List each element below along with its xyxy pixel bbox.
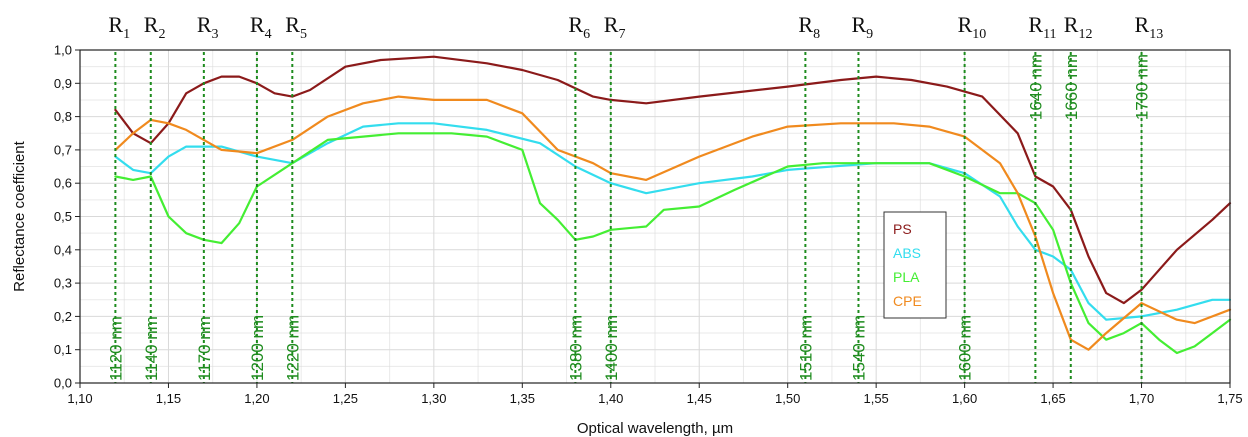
x-tick-label: 1,60 [952, 391, 977, 406]
y-tick-label: 0,0 [54, 376, 72, 391]
marker-r-subscript: 13 [1149, 27, 1163, 42]
y-tick-label: 0,6 [54, 176, 72, 191]
marker-r-subscript: 5 [300, 27, 307, 42]
marker-r-label: R9 [851, 12, 873, 42]
marker-r-subscript: 4 [265, 27, 272, 42]
series-line-ps [114, 55, 1232, 305]
x-tick-label: 1,25 [333, 391, 358, 406]
marker-annotation: 1700 nm [1133, 54, 1152, 120]
marker-r-label: R2 [144, 12, 166, 42]
x-tick-label: 1,65 [1040, 391, 1065, 406]
marker-annotation: 1380 nm [566, 315, 585, 381]
x-axis-title: Optical wavelength, µm [577, 420, 733, 437]
series-lines [114, 55, 1232, 355]
marker-annotation: 1510 nm [796, 315, 815, 381]
x-tick-label: 1,20 [244, 391, 269, 406]
y-tick-label: 0,3 [54, 276, 72, 291]
marker-r-subscript: 1 [123, 27, 130, 42]
marker-annotation: 1600 nm [956, 315, 975, 381]
marker-r-label: R8 [798, 12, 820, 42]
legend-entry-pla: PLA [893, 269, 920, 285]
marker-annotation: 1660 nm [1062, 54, 1081, 120]
marker-annotation: 1120 nm [106, 316, 125, 381]
marker-r-subscript: 3 [212, 27, 219, 42]
marker-r-label: R7 [604, 12, 626, 42]
marker-annotation: 1540 nm [849, 315, 868, 381]
x-tick-label: 1,50 [775, 391, 800, 406]
marker-r-subscript: 9 [866, 27, 873, 42]
marker-r-subscript: 11 [1043, 27, 1056, 42]
marker-r-label: R3 [197, 12, 219, 42]
x-tick-label: 1,40 [598, 391, 623, 406]
marker-r-label: R13 [1135, 12, 1164, 42]
legend-entry-cpe: CPE [893, 293, 922, 309]
legend-entry-ps: PS [893, 221, 912, 237]
marker-r-label: R4 [250, 12, 272, 42]
marker-r-subscript: 6 [583, 27, 590, 42]
y-tick-label: 0,1 [54, 342, 72, 357]
grid [79, 49, 1231, 384]
marker-annotation: 1170 nm [195, 316, 214, 381]
marker-r-subscript: 2 [158, 27, 165, 42]
marker-r-subscript: 7 [618, 27, 625, 42]
y-tick-label: 0,7 [54, 142, 72, 157]
marker-annotation: 1640 nm [1026, 54, 1045, 120]
x-tick-label: 1,55 [863, 391, 888, 406]
marker-r-subscript: 8 [813, 27, 820, 42]
series-line-cpe [114, 95, 1232, 351]
y-tick-label: 1,0 [54, 43, 72, 58]
marker-r-label: R11 [1028, 12, 1056, 42]
marker-annotation: 1200 nm [248, 315, 267, 381]
marker-r-label: R6 [568, 12, 590, 42]
marker-annotation: 1140 nm [142, 316, 161, 381]
marker-r-label: R12 [1064, 12, 1093, 42]
x-tick-label: 1,75 [1217, 391, 1242, 406]
legend-box [883, 211, 947, 319]
y-tick-label: 0,2 [54, 309, 72, 324]
x-tick-label: 1,30 [421, 391, 446, 406]
marker-r-label: R10 [958, 12, 987, 42]
y-axis-title: Reflectance coefficient [11, 140, 28, 291]
series-line-abs [114, 122, 1232, 321]
legend: PS ABS PLA CPE [883, 211, 947, 319]
marker-r-subscript: 12 [1078, 27, 1092, 42]
y-tick-label: 0,8 [54, 109, 72, 124]
marker-r-label: R5 [285, 12, 307, 42]
axis-ticks: 0,0 0,1 0,2 0,3 0,4 0,5 0,6 0,7 0,8 0,9 1,0 1,10 1,1… [54, 43, 1243, 407]
y-tick-label: 0,5 [54, 209, 72, 224]
marker-r-subscript: 10 [972, 27, 986, 42]
marker-annotation: 1400 nm [602, 315, 621, 381]
marker-annotation: 1220 nm [283, 315, 302, 381]
x-tick-label: 1,10 [67, 391, 92, 406]
x-tick-label: 1,70 [1129, 391, 1154, 406]
x-tick-label: 1,15 [156, 391, 181, 406]
legend-entry-abs: ABS [893, 245, 921, 261]
y-tick-label: 0,9 [54, 76, 72, 91]
y-tick-label: 0,4 [54, 242, 72, 257]
x-tick-label: 1,45 [687, 391, 712, 406]
marker-r-label: R1 [108, 12, 130, 42]
x-tick-label: 1,35 [510, 391, 535, 406]
